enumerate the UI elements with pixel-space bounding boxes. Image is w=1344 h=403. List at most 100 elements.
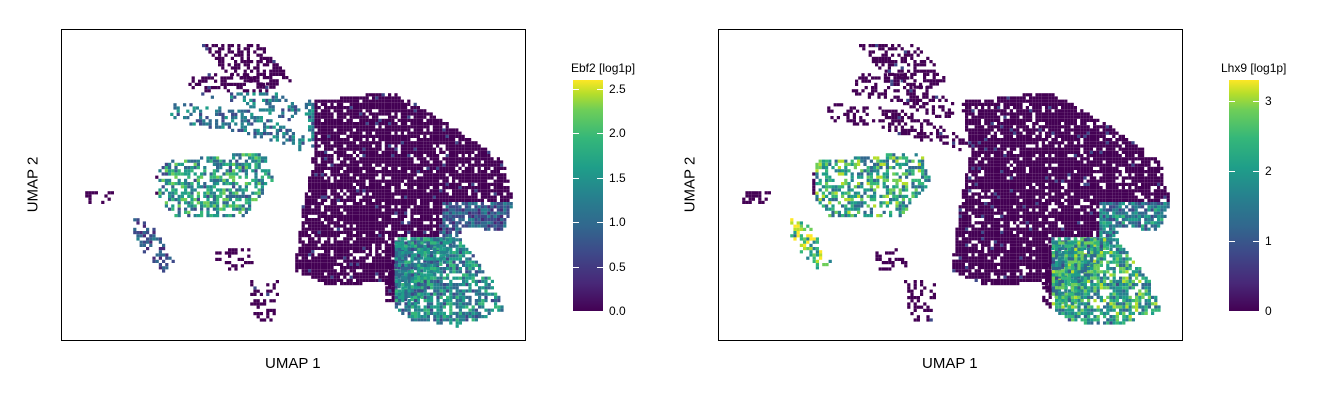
cell-point [455, 244, 459, 248]
cell-point [875, 44, 879, 48]
cell-point [449, 308, 453, 312]
cell-point [1105, 131, 1109, 135]
cell-point [894, 119, 898, 123]
cell-point [314, 102, 318, 106]
cell-point [230, 73, 234, 77]
cell-point [317, 176, 321, 180]
cell-point [413, 112, 417, 116]
cell-point [1064, 106, 1068, 110]
cell-point [936, 135, 940, 139]
cell-point [327, 237, 331, 241]
cell-point [359, 96, 363, 100]
cell-point [256, 312, 260, 316]
cell-point [239, 82, 243, 86]
cell-point [327, 147, 331, 151]
cell-point [362, 266, 366, 270]
cell-point [439, 302, 443, 306]
cell-point [381, 269, 385, 273]
cell-point [500, 182, 504, 186]
cell-point [436, 221, 440, 225]
cell-point [426, 150, 430, 154]
cell-point [1038, 106, 1042, 110]
cell-point [330, 205, 334, 209]
cell-point [203, 185, 207, 189]
cell-point [442, 253, 446, 257]
cell-point [388, 198, 392, 202]
cell-point [404, 263, 408, 267]
cell-point [410, 276, 414, 280]
cell-point [301, 230, 305, 234]
cell-point [177, 194, 181, 198]
cell-point [244, 207, 248, 211]
cell-point [423, 186, 427, 190]
cell-point [452, 160, 456, 164]
cell-point [365, 141, 369, 145]
cell-point [248, 162, 252, 166]
cell-point [474, 289, 478, 293]
cell-point [404, 302, 408, 306]
cell-point [400, 134, 404, 138]
cell-point [225, 172, 229, 176]
cell-point [436, 157, 440, 161]
cell-point [176, 109, 180, 113]
cell-point [906, 82, 910, 86]
cell-point [458, 173, 462, 177]
cell-point [433, 279, 437, 283]
cell-point [484, 214, 488, 218]
cell-point [187, 191, 191, 195]
cell-point [294, 105, 298, 109]
cell-point [414, 315, 418, 319]
cell-point [314, 224, 318, 228]
cell-point [1112, 131, 1116, 135]
cell-point [317, 202, 321, 206]
cell-point [436, 128, 440, 132]
cell-point [471, 192, 475, 196]
cell-point [346, 96, 350, 100]
cell-point [442, 170, 446, 174]
cell-point [222, 159, 226, 163]
cell-point [858, 76, 862, 80]
cell-point [496, 227, 500, 231]
cell-point [404, 166, 408, 170]
cell-point [356, 96, 360, 100]
cell-point [164, 182, 168, 186]
cell-point [333, 237, 337, 241]
cell-point [448, 234, 452, 238]
cell-point [416, 154, 420, 158]
cell-point [458, 218, 462, 222]
cell-point [324, 106, 328, 110]
cell-point [171, 182, 175, 186]
cell-point [455, 238, 459, 242]
cell-point [410, 189, 414, 193]
cell-point [187, 214, 191, 218]
cell-point [221, 122, 225, 126]
cell-point [458, 131, 462, 135]
cell-point [282, 125, 286, 129]
cell-point [420, 273, 424, 277]
cell-point [216, 210, 220, 214]
cell-point [352, 96, 356, 100]
cell-point [471, 176, 475, 180]
cell-point [442, 214, 446, 218]
cell-point [931, 111, 935, 115]
cell-point [881, 125, 885, 129]
cell-point [484, 186, 488, 190]
cell-point [246, 50, 250, 54]
cell-point [1099, 131, 1103, 135]
cell-point [235, 198, 239, 202]
cell-point [416, 163, 420, 167]
cell-point [304, 256, 308, 260]
cell-point [333, 118, 337, 122]
cell-point [388, 134, 392, 138]
cell-point [327, 205, 331, 209]
cell-point [285, 76, 289, 80]
cell-point [324, 186, 328, 190]
cell-point [362, 275, 366, 279]
cell-point [200, 210, 204, 214]
cell-point [356, 115, 360, 119]
cell-point [413, 170, 417, 174]
cell-point [375, 272, 379, 276]
cell-point [432, 208, 436, 212]
cell-point [458, 179, 462, 183]
